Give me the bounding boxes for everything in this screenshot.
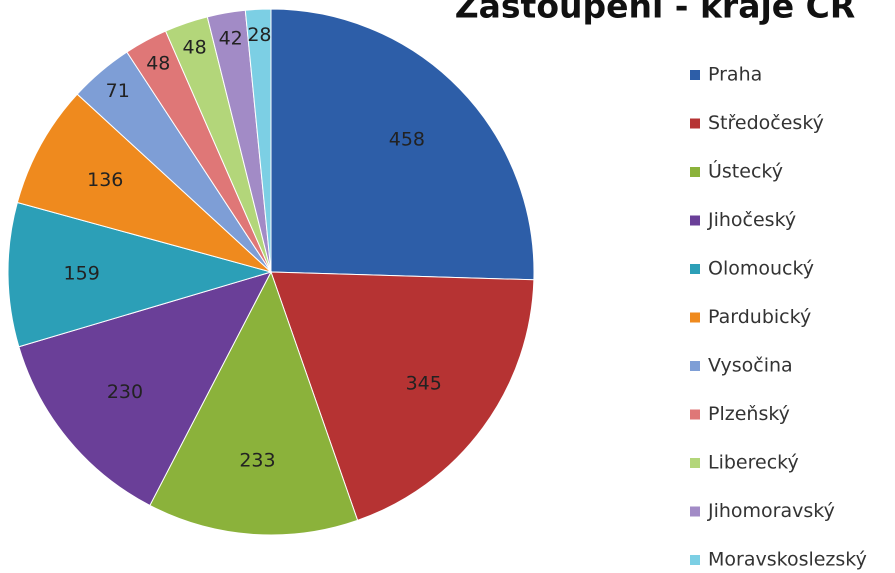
pie-slice [270,271,535,521]
legend-marker [690,70,700,80]
data-label: 48 [146,52,170,74]
legend-label: Pardubický [708,306,811,328]
legend-label: Středočeský [708,112,824,134]
legend-marker [690,555,700,565]
legend-label: Olomoucký [708,258,814,280]
pie-slice [18,271,272,507]
legend-label: Vysočina [708,355,793,377]
chart-title: Zastoupení - kraje ČR [455,0,856,26]
legend-marker [690,118,700,129]
legend-marker [690,506,700,517]
legend-label: Moravskoslezský [708,549,867,571]
data-label: 28 [247,24,271,46]
legend-marker [690,361,700,371]
data-label: 42 [219,27,243,49]
legend-marker [690,215,700,226]
data-label: 48 [183,36,207,58]
legend-label: Ústecký [708,159,783,183]
pie-slice [244,8,272,273]
data-label: 458 [389,129,425,151]
data-label: 345 [406,372,442,394]
pie-slice [16,93,272,273]
legend-label: Plzeňský [708,403,790,425]
legend-marker [690,458,700,468]
pie-slice [270,8,535,281]
legend-label: Praha [708,64,762,86]
legend-label: Liberecký [708,452,799,474]
legend-marker [690,409,700,420]
legend-label: Jihomoravský [707,500,835,522]
data-label: 71 [106,80,130,102]
pie-slice [7,201,273,348]
data-label: 233 [239,449,275,471]
legend-marker [690,264,700,274]
pie-slice [149,270,359,536]
data-label: 230 [107,381,143,403]
data-label: 136 [87,169,123,191]
data-label: 159 [64,262,100,284]
legend-label: Jihočeský [707,209,796,231]
legend-marker [690,312,700,323]
legend-marker [690,167,700,177]
